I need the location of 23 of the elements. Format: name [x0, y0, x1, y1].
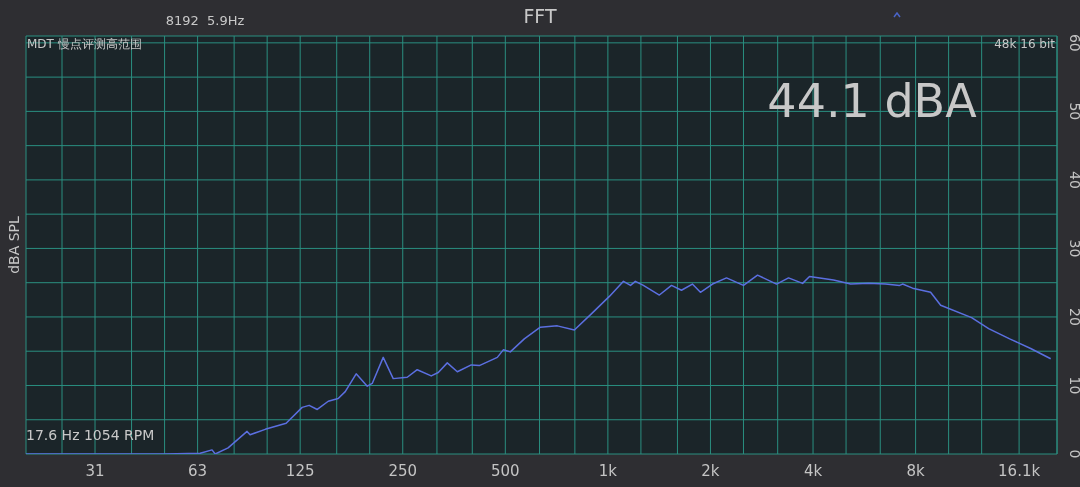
annotation: MDT 慢点评测高范围: [27, 37, 142, 51]
y-tick-label: 60: [1067, 33, 1080, 52]
x-tick-label: 8k: [906, 462, 926, 480]
annotation: 44.1 dBA: [767, 74, 977, 128]
y-tick-label: 20: [1067, 308, 1080, 326]
text: 8192 5.9Hz: [165, 13, 245, 28]
annotation: 48k 16 bit: [994, 37, 1055, 51]
x-tick-label: 16.1k: [998, 462, 1041, 480]
y-tick-label: 30: [1067, 239, 1080, 258]
x-tick-label: 500: [491, 462, 520, 480]
x-tick-label: 125: [285, 462, 315, 480]
x-tick-label: 31: [85, 462, 105, 480]
x-tick-label: 4k: [803, 462, 823, 480]
x-tick-label: 1k: [598, 462, 618, 480]
chart-title: FFT: [523, 5, 557, 27]
y-tick-label: 10: [1067, 376, 1080, 395]
x-tick-label: 250: [388, 462, 418, 480]
y-tick-label: 50: [1067, 102, 1080, 121]
x-tick-label: 2k: [701, 462, 720, 480]
y-tick-label: 40: [1067, 170, 1080, 189]
x-tick-label: 63: [188, 462, 208, 480]
y-tick-label: 0: [1067, 449, 1080, 459]
y-axis-title: dBA SPL: [6, 216, 22, 274]
